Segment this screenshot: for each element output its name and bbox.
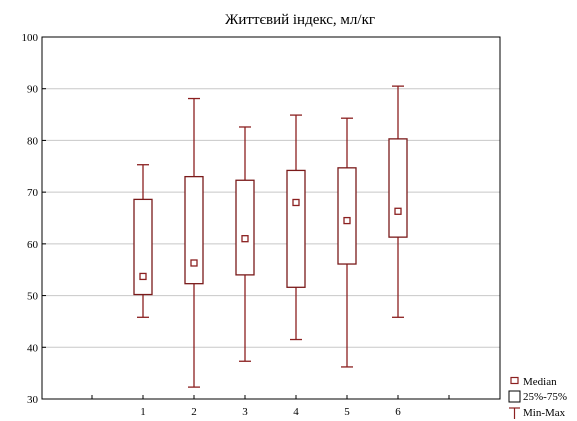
median-marker [241, 235, 249, 243]
legend-box-label: 25%-75% [523, 391, 567, 403]
x-tick-label: 2 [191, 406, 197, 418]
box-group-4 [286, 114, 306, 341]
box-group-5 [337, 117, 357, 368]
y-tick-label: 80 [27, 135, 39, 147]
x-tick-label: 4 [293, 406, 299, 418]
box-group-3 [235, 126, 255, 362]
y-tick-label: 30 [27, 394, 39, 406]
iqr-box [337, 167, 357, 265]
box-group-1 [133, 164, 153, 318]
y-tick-label: 40 [27, 342, 39, 354]
iqr-box [133, 198, 153, 296]
y-axis: 30 40 50 60 70 80 90 100 [22, 32, 46, 406]
median-marker [394, 207, 402, 215]
iqr-box [286, 169, 306, 288]
chart-title: Життєвий індекс, мл/кг [225, 12, 375, 28]
median-marker [292, 198, 300, 207]
x-axis: 1 2 3 4 5 6 [91, 395, 450, 418]
legend-box-marker [508, 390, 521, 403]
plot-area [41, 36, 501, 400]
box-group-2 [184, 97, 204, 388]
legend-median-label: Median [523, 376, 557, 388]
x-tick-label: 3 [242, 406, 248, 418]
box-series [133, 85, 408, 388]
y-tick-label: 70 [27, 187, 39, 199]
x-tick-label: 6 [395, 406, 401, 418]
grid-lines [42, 88, 500, 348]
x-tick-label: 1 [140, 406, 146, 418]
y-tick-label: 50 [27, 291, 39, 303]
iqr-box [184, 175, 204, 285]
y-tick-label: 60 [27, 239, 39, 251]
legend-whisker-label: Min-Max [523, 407, 566, 419]
y-tick-label: 100 [22, 32, 39, 44]
y-tick-label: 90 [27, 84, 39, 96]
legend-median-marker [510, 376, 519, 385]
iqr-box [235, 179, 255, 276]
median-marker [139, 272, 147, 281]
median-marker [190, 259, 198, 267]
x-tick-label: 5 [344, 406, 350, 418]
iqr-box [388, 138, 408, 238]
median-marker [343, 216, 351, 225]
box-group-6 [388, 85, 408, 318]
legend: Median 25%-75% Min-Max [508, 376, 567, 419]
